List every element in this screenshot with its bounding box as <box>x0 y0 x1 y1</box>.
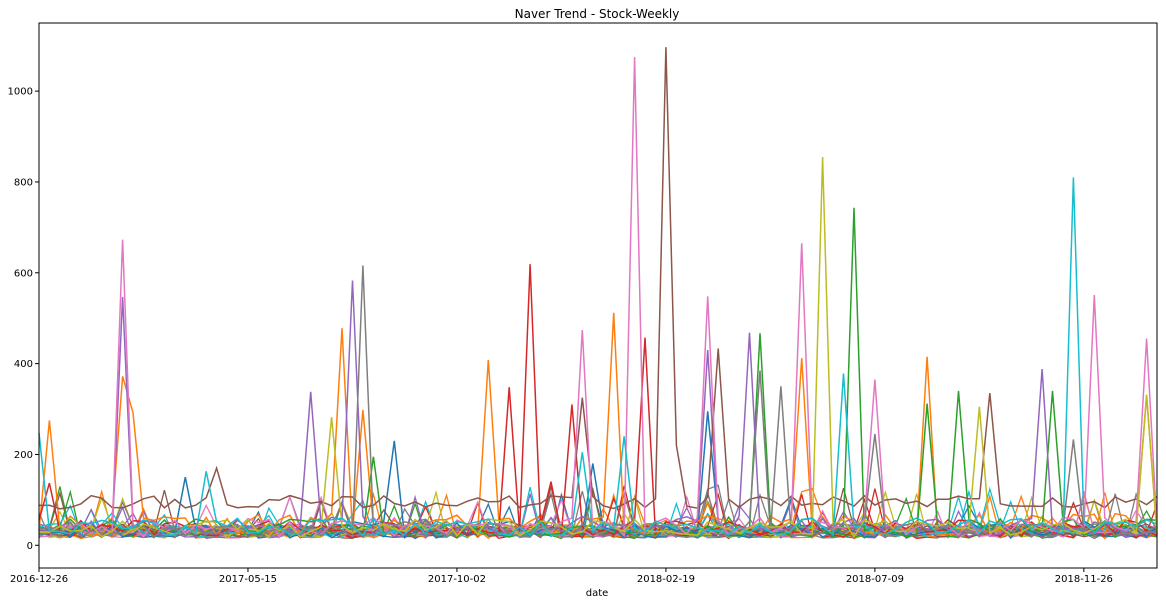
series-line-5 <box>38 280 1158 538</box>
chart-title: Naver Trend - Stock-Weekly <box>515 7 680 21</box>
y-tick-label: 800 <box>14 177 33 188</box>
x-tick-label: 2018-11-26 <box>1055 574 1113 585</box>
y-tick-label: 0 <box>27 541 33 552</box>
x-axis-label: date <box>586 588 609 599</box>
series-line-2 <box>38 312 1158 537</box>
y-tick-label: 600 <box>14 268 33 279</box>
series-line-8 <box>38 265 1158 539</box>
series-line-10 <box>38 177 1158 537</box>
series-line-6 <box>38 47 1158 510</box>
y-tick-label: 1000 <box>8 87 33 98</box>
y-tick-label: 200 <box>14 450 33 461</box>
y-tick-label: 400 <box>14 359 33 370</box>
x-axis: 2016-12-26 2017-05-15 2017-10-02 2018-02-19… <box>10 568 1113 585</box>
x-tick-label: 2016-12-26 <box>10 574 68 585</box>
series-line-7 <box>38 57 1158 539</box>
x-tick-label: 2018-07-09 <box>846 574 904 585</box>
x-tick-label: 2018-02-19 <box>637 574 695 585</box>
y-axis: 0 200 400 600 800 1000 <box>8 87 39 552</box>
series-line-9 <box>38 156 1158 539</box>
plot-lines <box>38 47 1158 540</box>
x-tick-label: 2017-10-02 <box>428 574 486 585</box>
series-line-3 <box>38 207 1158 538</box>
x-tick-label: 2017-05-15 <box>219 574 277 585</box>
axes-frame <box>38 22 1158 569</box>
